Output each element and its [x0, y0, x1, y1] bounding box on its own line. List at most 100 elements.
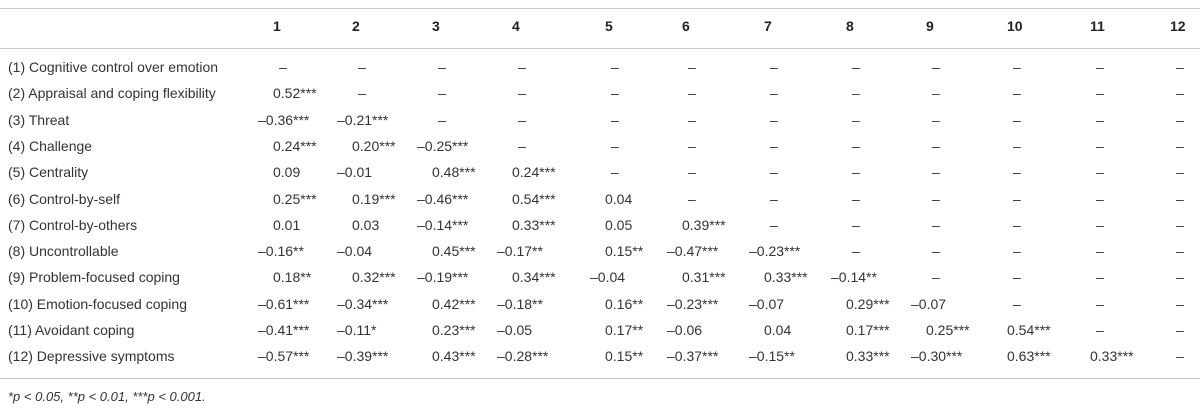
cell: –: [770, 85, 778, 102]
row-label: (3) Threat: [8, 111, 70, 128]
cell: –: [770, 164, 778, 181]
cell: –: [688, 85, 696, 102]
cell: –: [438, 111, 446, 128]
cell: –: [852, 243, 860, 260]
cell: 0.33***: [764, 269, 808, 286]
column-header: 6: [682, 18, 690, 34]
cell: –: [852, 59, 860, 75]
row-label: (6) Control-by-self: [8, 190, 121, 207]
cell: –: [1013, 59, 1021, 75]
cell: –0.06: [667, 322, 703, 338]
cell: –: [1096, 243, 1104, 260]
cell: –: [518, 137, 526, 154]
row-label: (4) Challenge: [8, 137, 93, 154]
cell: 0.54***: [512, 190, 556, 207]
row-label: (1) Cognitive control over emotion: [8, 59, 219, 75]
cell: –: [932, 216, 940, 233]
cell: –: [770, 111, 778, 128]
cell: 0.43***: [432, 348, 476, 365]
cell: 0.05: [605, 216, 633, 233]
column-header: 7: [764, 18, 772, 34]
cell: –: [1176, 216, 1184, 233]
cell: 0.04: [605, 190, 633, 207]
cell: 0.33***: [846, 348, 890, 365]
cell: 0.04: [764, 322, 792, 338]
cell: –0.41***: [258, 322, 310, 338]
row-label: (2) Appraisal and coping flexibility: [8, 85, 216, 102]
cell: 0.24***: [512, 164, 556, 181]
cell: –: [852, 190, 860, 207]
cell: 0.17***: [846, 322, 890, 338]
column-header: 11: [1090, 18, 1105, 34]
cell: –: [1176, 137, 1184, 154]
cell: –: [932, 164, 940, 181]
cell: –: [1096, 216, 1104, 233]
cell: –: [1013, 243, 1021, 260]
cell: –: [1013, 137, 1021, 154]
cell: –0.28***: [497, 348, 549, 365]
cell: –: [358, 59, 366, 75]
cell: 0.25***: [926, 322, 970, 338]
cell: –0.34***: [337, 295, 389, 312]
cell: –: [770, 59, 778, 75]
cell: –0.46***: [417, 190, 469, 207]
cell: –0.23***: [749, 243, 801, 260]
cell: –0.57***: [258, 348, 310, 365]
cell: –0.04: [337, 243, 373, 260]
cell: 0.20***: [352, 137, 396, 154]
cell: –: [1096, 322, 1104, 338]
cell: –: [1096, 190, 1104, 207]
cell: 0.34***: [512, 269, 556, 286]
cell: –: [1176, 190, 1184, 207]
cell: –: [358, 85, 366, 102]
cell: –: [1013, 269, 1021, 286]
cell: –: [518, 59, 526, 75]
cell: –: [770, 137, 778, 154]
cell: –0.39***: [337, 348, 389, 365]
row-label: (10) Emotion-focused coping: [8, 295, 187, 312]
cell: –: [688, 111, 696, 128]
cell: –: [932, 269, 940, 286]
cell: –0.11*: [337, 322, 377, 338]
cell: 0.17**: [605, 322, 644, 338]
cell: –0.14***: [417, 216, 469, 233]
cell: –: [1176, 243, 1184, 260]
cell: –: [1013, 164, 1021, 181]
cell: 0.48***: [432, 164, 476, 181]
column-header: 12: [1170, 18, 1186, 34]
column-header: 8: [846, 18, 854, 34]
row-label: (5) Centrality: [8, 164, 89, 181]
cell: –: [438, 59, 446, 75]
cell: –: [1013, 216, 1021, 233]
cell: –0.07: [911, 295, 947, 312]
cell: –: [611, 111, 619, 128]
cell: –0.37***: [667, 348, 719, 365]
cell: –: [852, 85, 860, 102]
cell: 0.18**: [273, 269, 312, 286]
cell: –: [1096, 111, 1104, 128]
cell: 0.52***: [273, 85, 317, 102]
cell: –: [1096, 85, 1104, 102]
cell: –: [518, 111, 526, 128]
cell: 0.33***: [512, 216, 556, 233]
row-label: (9) Problem-focused coping: [8, 269, 180, 286]
cell: –0.30***: [911, 348, 963, 365]
cell: –: [1096, 164, 1104, 181]
cell: 0.03: [352, 216, 380, 233]
cell: –: [611, 137, 619, 154]
cell: –: [1096, 295, 1104, 312]
cell: 0.31***: [682, 269, 726, 286]
cell: –: [279, 59, 287, 75]
row-label: (7) Control-by-others: [8, 216, 138, 233]
column-header: 1: [273, 18, 281, 34]
header-rule: [0, 48, 1200, 49]
cell: –0.23***: [667, 295, 719, 312]
cell: 0.16**: [605, 295, 644, 312]
cell: 0.01: [273, 216, 301, 233]
cell: 0.33***: [1090, 348, 1134, 365]
column-header: 10: [1007, 18, 1023, 34]
cell: –: [932, 85, 940, 102]
cell: –0.47***: [667, 243, 719, 260]
cell: –: [1176, 111, 1184, 128]
